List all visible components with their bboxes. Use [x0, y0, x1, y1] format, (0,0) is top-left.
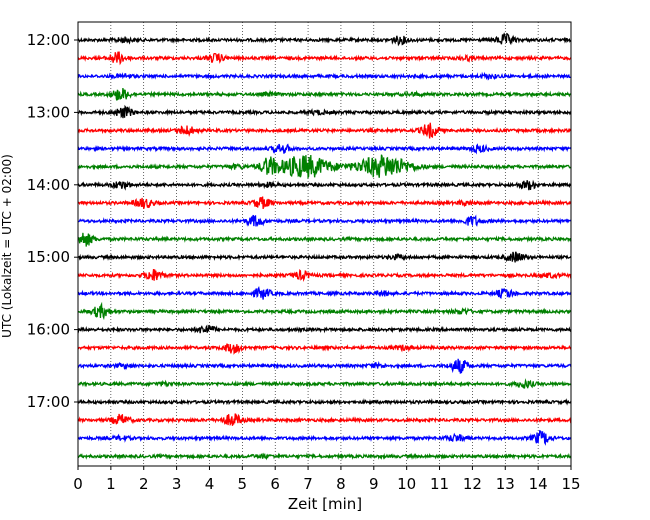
x-tick-label: 2 [139, 475, 149, 493]
x-tick-label: 7 [303, 475, 313, 493]
x-tick-label: 11 [430, 475, 449, 493]
x-tick-label: 4 [205, 475, 215, 493]
y-tick-label: 17:00 [27, 393, 70, 411]
x-tick-label: 0 [73, 475, 83, 493]
x-tick-label: 14 [529, 475, 548, 493]
y-tick-label: 12:00 [27, 31, 70, 49]
y-tick-label: 14:00 [27, 176, 70, 194]
x-axis-label: Zeit [min] [288, 495, 362, 513]
x-tick-label: 15 [561, 475, 580, 493]
x-tick-label: 8 [336, 475, 346, 493]
x-tick-label: 10 [397, 475, 416, 493]
y-axis-label: UTC (Lokalzeit = UTC + 02:00) [0, 154, 14, 338]
x-tick-label: 12 [463, 475, 482, 493]
x-tick-label: 6 [270, 475, 280, 493]
y-tick-label: 16:00 [27, 321, 70, 339]
x-tick-label: 13 [496, 475, 515, 493]
y-tick-label: 13:00 [27, 103, 70, 121]
x-tick-label: 9 [369, 475, 379, 493]
y-tick-label: 15:00 [27, 248, 70, 266]
x-tick-label: 1 [106, 475, 116, 493]
x-tick-label: 5 [238, 475, 248, 493]
x-tick-label: 3 [172, 475, 182, 493]
